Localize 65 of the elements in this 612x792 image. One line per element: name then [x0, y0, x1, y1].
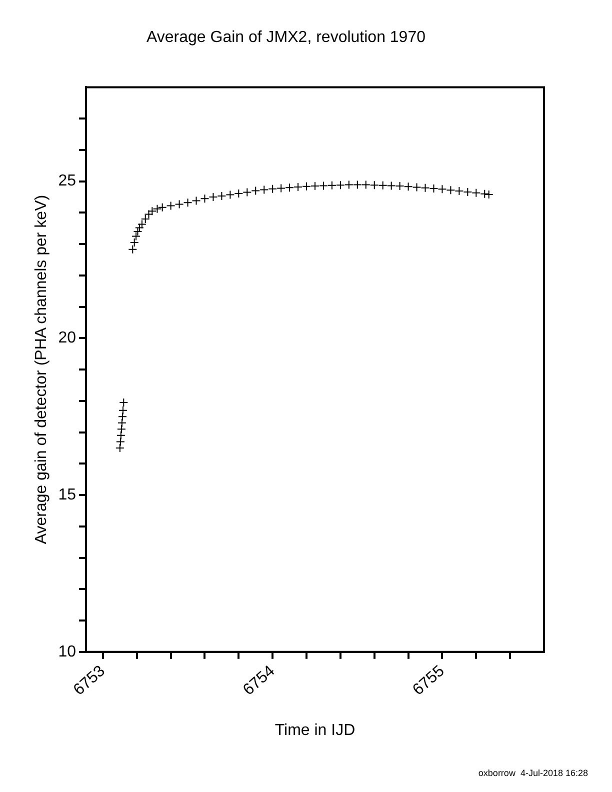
point	[116, 424, 126, 434]
point	[446, 186, 456, 195]
point	[429, 184, 438, 194]
point	[412, 182, 422, 192]
point	[144, 210, 154, 219]
y-tick-label: 10	[58, 643, 76, 660]
point	[208, 192, 218, 202]
point	[318, 181, 328, 190]
point	[116, 430, 126, 440]
x-axis-title: Time in IJD	[274, 722, 356, 739]
point	[130, 238, 139, 247]
point	[260, 185, 269, 194]
point	[158, 202, 167, 212]
point	[285, 183, 294, 192]
point	[386, 181, 396, 190]
point	[438, 184, 447, 194]
text: oxborrow 4-Jul-2018 16:28	[478, 768, 588, 778]
point	[352, 180, 362, 190]
point	[116, 437, 125, 446]
point	[420, 183, 430, 192]
point	[395, 182, 404, 191]
point	[472, 188, 481, 198]
point	[484, 190, 494, 199]
point	[404, 182, 413, 192]
point	[192, 196, 201, 206]
point	[137, 220, 146, 229]
point	[268, 184, 278, 194]
y-axis-title: Average gain of detector (PHA channels per keV)	[33, 194, 50, 544]
point	[117, 418, 126, 428]
point	[378, 180, 388, 190]
point	[119, 398, 128, 407]
point	[242, 188, 252, 197]
point	[166, 201, 176, 210]
point	[463, 187, 472, 196]
point	[234, 189, 244, 198]
point	[183, 198, 192, 208]
point	[226, 190, 235, 200]
point	[310, 182, 320, 191]
y-tick-label: 15	[58, 486, 76, 504]
point	[148, 206, 157, 216]
point	[217, 192, 226, 201]
point	[370, 180, 379, 190]
point	[174, 200, 184, 209]
point	[294, 182, 303, 192]
y-tick-label: 25	[58, 172, 76, 190]
point	[302, 182, 312, 191]
point	[327, 180, 336, 190]
point	[132, 232, 141, 241]
point	[152, 204, 162, 214]
point	[128, 244, 138, 254]
point	[276, 184, 286, 193]
point	[336, 180, 345, 190]
point	[361, 180, 370, 190]
point	[251, 186, 260, 196]
point	[118, 406, 128, 415]
y-tick-label: 20	[58, 330, 76, 347]
point	[344, 180, 354, 190]
point	[200, 194, 210, 204]
chart-title: Average Gain of JMX2, revolution 1970	[146, 29, 426, 46]
point	[133, 227, 142, 236]
point	[480, 189, 490, 198]
point	[118, 412, 127, 422]
point	[454, 186, 464, 196]
point	[140, 214, 150, 224]
point	[115, 443, 124, 452]
